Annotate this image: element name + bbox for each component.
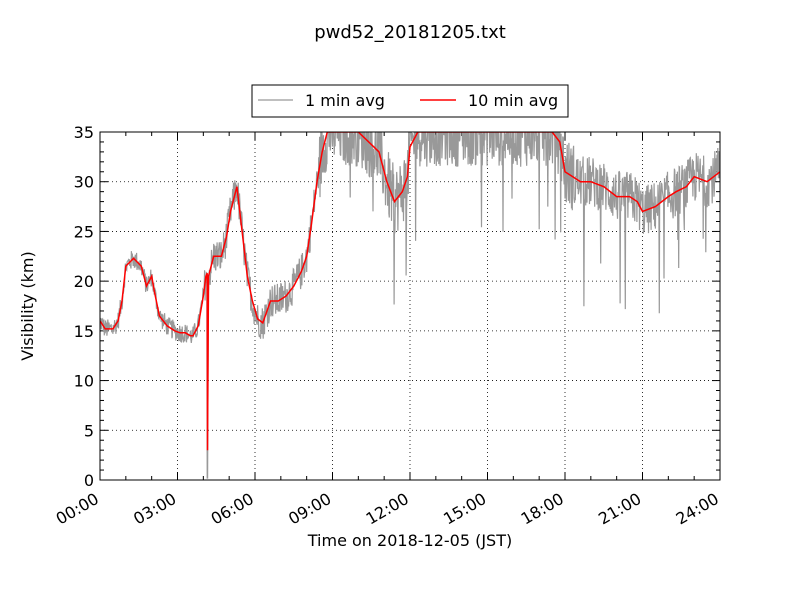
y-axis-label: Visibility (km): [18, 251, 37, 360]
y-tick-label: 25: [74, 222, 94, 241]
y-tick-label: 20: [74, 272, 94, 291]
plot-frame: [99, 131, 721, 481]
chart-title: pwd52_20181205.txt: [314, 22, 506, 43]
legend-box: [251, 84, 569, 118]
y-tick-label: 5: [84, 421, 94, 440]
legend: 1 min avg 10 min avg: [251, 84, 569, 118]
x-axis-label: Time on 2018-12-05 (JST): [307, 531, 512, 550]
y-tick-label: 30: [74, 173, 94, 192]
y-tick-labels: 0 5 10 15 20 25 30 35: [74, 123, 94, 490]
y-tick-label: 10: [74, 372, 94, 391]
series-line-10min-avg: [100, 132, 720, 451]
y-tick-label: 0: [84, 471, 94, 490]
y-tick-label: 15: [74, 322, 94, 341]
y-tick-label: 35: [74, 123, 94, 142]
legend-label-10min: 10 min avg: [468, 91, 558, 110]
grid-lines: [100, 132, 720, 480]
legend-label-1min: 1 min avg: [305, 91, 385, 110]
